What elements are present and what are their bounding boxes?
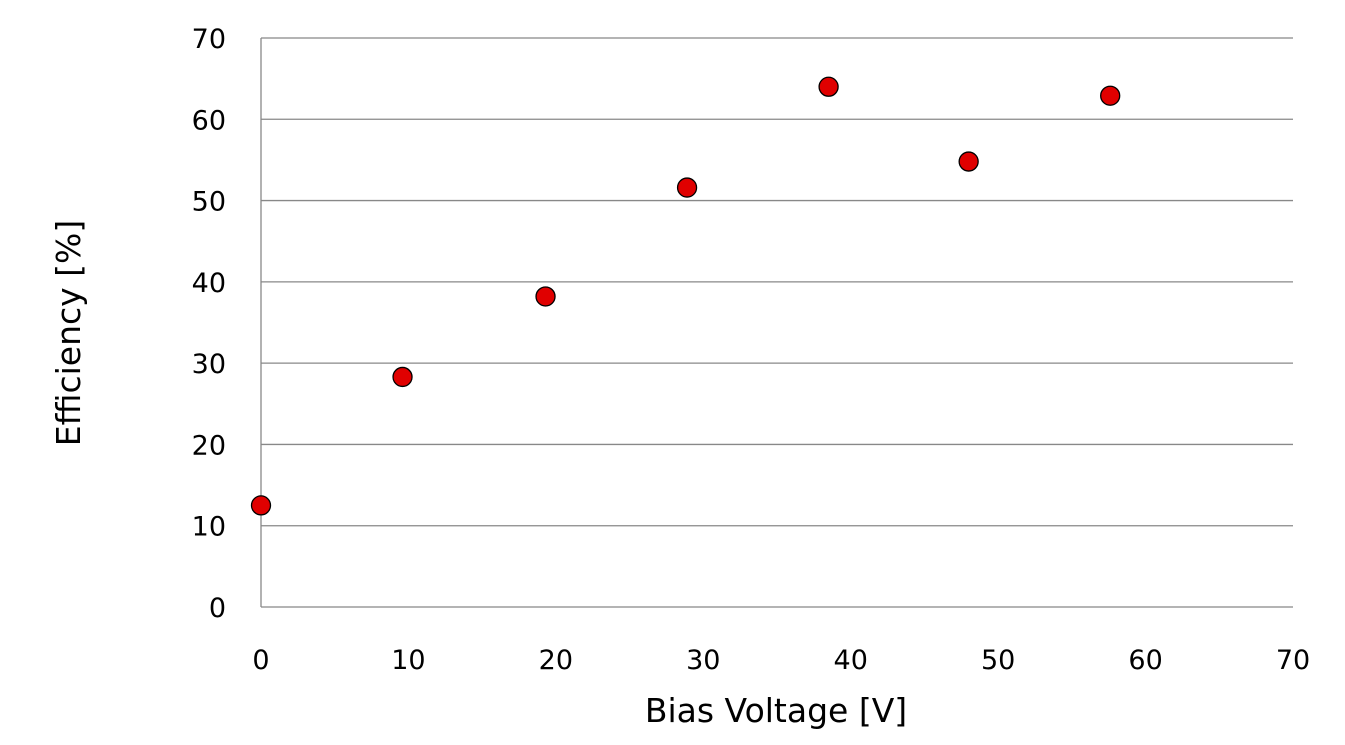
axes bbox=[260, 38, 1293, 608]
y-axis-title: Efficiency [%] bbox=[49, 220, 88, 447]
x-tick-label: 20 bbox=[539, 645, 573, 676]
x-tick-label: 40 bbox=[834, 645, 868, 676]
x-tick-label: 10 bbox=[391, 645, 425, 676]
y-tick-label: 50 bbox=[192, 187, 226, 218]
x-tick-label: 70 bbox=[1276, 645, 1310, 676]
data-point bbox=[818, 76, 839, 97]
y-tick-label: 70 bbox=[192, 24, 226, 55]
x-tick-label: 0 bbox=[252, 645, 269, 676]
y-tick-label: 20 bbox=[192, 430, 226, 461]
data-point bbox=[535, 286, 556, 307]
y-tick-labels: 0 10 20 30 40 50 60 70 bbox=[192, 24, 226, 624]
data-point bbox=[250, 495, 272, 516]
data-point bbox=[1100, 85, 1121, 106]
y-tick-label: 30 bbox=[192, 349, 226, 380]
y-tick-label: 60 bbox=[192, 105, 226, 136]
data-point bbox=[392, 366, 413, 388]
x-tick-label: 30 bbox=[686, 645, 720, 676]
data-point bbox=[676, 177, 698, 198]
x-tick-labels: 0 10 20 30 40 50 60 70 bbox=[252, 645, 1310, 676]
data-point bbox=[958, 151, 979, 172]
y-tick-label: 40 bbox=[192, 268, 226, 299]
x-tick-label: 60 bbox=[1128, 645, 1162, 676]
x-tick-label: 50 bbox=[981, 645, 1015, 676]
y-tick-label: 0 bbox=[209, 593, 226, 624]
x-axis-title: Bias Voltage [V] bbox=[645, 691, 907, 730]
gridlines bbox=[261, 37, 1293, 527]
y-tick-label: 10 bbox=[192, 512, 226, 543]
data-points bbox=[250, 76, 1121, 516]
